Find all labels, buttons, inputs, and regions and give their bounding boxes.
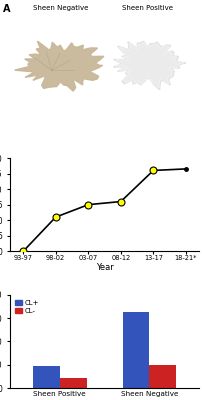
- Text: Sheen Positive: Sheen Positive: [122, 5, 173, 11]
- X-axis label: Year: Year: [95, 263, 113, 272]
- Polygon shape: [15, 41, 103, 91]
- Polygon shape: [113, 41, 185, 90]
- Bar: [149, 365, 176, 388]
- Bar: [122, 312, 149, 388]
- Polygon shape: [115, 42, 183, 88]
- Text: A: A: [3, 4, 10, 14]
- Bar: [59, 378, 86, 388]
- Legend: CL+, CL-: CL+, CL-: [14, 298, 40, 315]
- Bar: [33, 366, 59, 388]
- Text: Sheen Negative: Sheen Negative: [33, 5, 88, 11]
